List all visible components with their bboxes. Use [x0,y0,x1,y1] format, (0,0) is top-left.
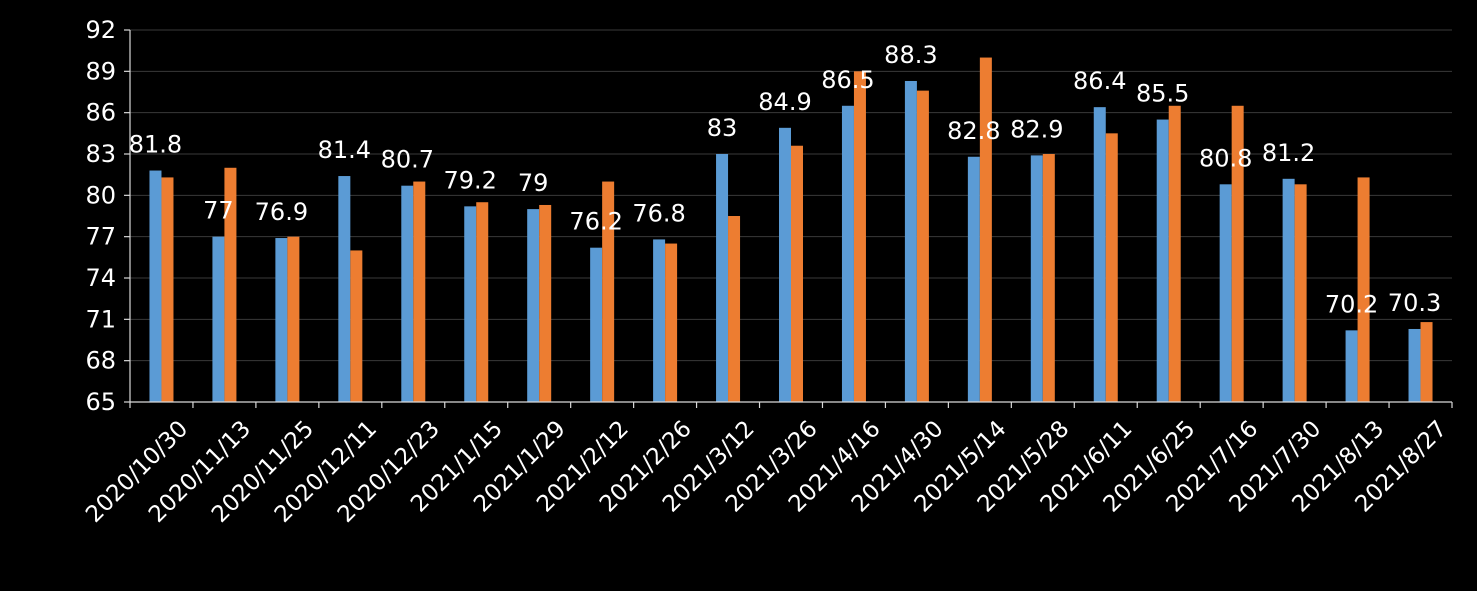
bars [149,57,1433,403]
bar-series2-2021/4/16 [853,71,866,402]
bar-series1-2021/1/15 [464,206,477,402]
bar-series1-2021/4/16 [841,105,854,403]
bar-series2-2021/2/12 [602,181,615,402]
bar-series2-2020/12/11 [350,250,363,402]
bar-series2-2021/7/16 [1231,105,1244,403]
data-label: 83 [707,114,738,142]
data-label: 80.8 [1199,144,1252,172]
bar-series2-2021/2/26 [665,243,678,402]
bar-series2-2021/8/27 [1420,322,1433,402]
bar-series2-2021/1/29 [539,204,552,402]
bar-series2-2021/7/30 [1294,184,1307,402]
data-label: 76.9 [255,198,308,226]
bar-series1-2020/11/13 [212,236,225,402]
data-label: 86.4 [1073,67,1126,95]
data-label: 81.4 [318,136,371,164]
data-label: 84.9 [758,88,811,116]
data-label: 82.9 [1010,115,1063,143]
data-label: 76.2 [569,208,622,236]
bar-series2-2021/3/12 [728,216,741,402]
data-label: 76.8 [632,199,685,227]
y-tick-label: 86 [85,99,116,127]
bar-series2-2021/1/15 [476,202,489,402]
bar-series1-2020/11/25 [275,238,288,402]
bar-series1-2021/2/26 [653,239,666,402]
bar-series2-2020/11/25 [287,236,300,402]
y-tick-label: 74 [85,264,116,292]
y-tick-label: 68 [85,347,116,375]
y-tick-label: 92 [85,16,116,44]
y-tick-label: 77 [85,223,116,251]
data-label: 81.2 [1262,139,1315,167]
bar-series1-2021/7/16 [1219,184,1232,402]
bar-series1-2021/3/12 [716,154,729,402]
data-label: 80.7 [381,146,434,174]
data-label: 77 [203,197,234,225]
bar-series2-2021/3/26 [791,145,803,402]
y-tick-label: 80 [85,181,116,209]
bar-series2-2021/5/14 [979,57,992,403]
bar-series2-2021/5/28 [1042,154,1055,402]
bar-series1-2021/2/12 [590,247,603,402]
bar-series1-2021/8/27 [1408,328,1421,402]
bar-series1-2021/7/30 [1282,178,1295,402]
data-label: 86.5 [821,66,874,94]
bar-series1-2021/6/11 [1093,107,1106,403]
bar-series2-2020/12/23 [413,181,426,402]
y-tick-label: 83 [85,140,116,168]
data-label: 82.8 [947,117,1000,145]
bar-series1-2021/5/28 [1030,155,1043,402]
bar-series2-2021/6/11 [1105,133,1118,403]
bar-series1-2021/1/29 [527,209,540,402]
data-label: 88.3 [884,41,937,69]
bar-series2-2021/6/25 [1168,105,1181,403]
data-label: 70.3 [1388,289,1441,317]
bar-series2-2020/10/30 [161,177,174,402]
data-label: 85.5 [1136,80,1189,108]
bar-series1-2020/12/11 [338,176,351,402]
data-label: 81.8 [129,131,182,159]
bar-series1-2021/4/30 [904,80,917,402]
bar-series2-2021/8/13 [1357,177,1370,402]
axes [124,29,1453,408]
bar-series1-2021/3/26 [779,127,791,403]
bar-series2-2021/4/30 [916,90,929,402]
bar-series1-2021/6/25 [1156,119,1169,403]
y-tick-label: 89 [85,57,116,85]
bar-series2-2020/11/13 [224,167,237,402]
bar-series1-2020/12/23 [401,185,414,402]
y-tick-label: 71 [85,305,116,333]
bar-series1-2021/8/13 [1345,330,1358,402]
y-tick-label: 65 [85,388,116,416]
data-label: 70.2 [1325,290,1378,318]
bar-series1-2021/5/14 [967,156,980,402]
bar-series1-2020/10/30 [149,170,162,402]
data-label: 79 [518,169,549,197]
data-label: 79.2 [444,166,497,194]
